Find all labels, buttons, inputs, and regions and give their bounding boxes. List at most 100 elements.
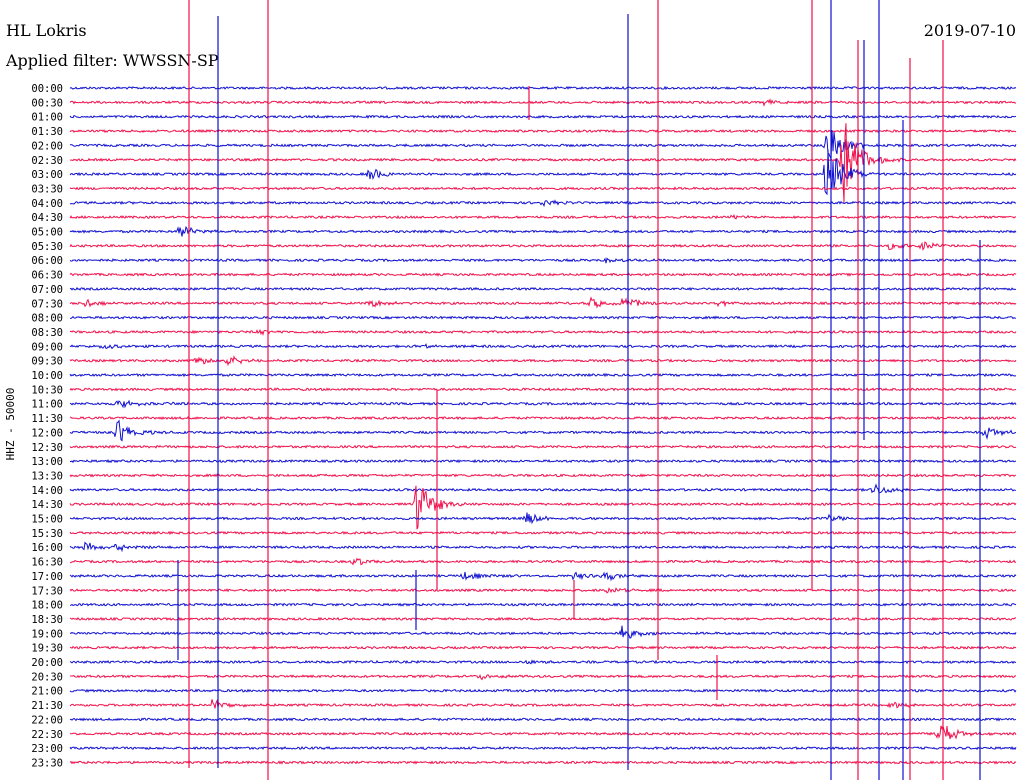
time-tick-label: 16:00 xyxy=(31,542,63,554)
trace-line xyxy=(69,372,1017,378)
time-tick-label: 17:30 xyxy=(31,585,63,597)
trace-line xyxy=(69,415,1017,421)
time-tick-label: 00:30 xyxy=(31,97,63,109)
time-tick-label: 08:00 xyxy=(31,313,63,325)
time-tick-label: 06:30 xyxy=(31,270,63,282)
trace-line xyxy=(69,659,1017,665)
trace-lines xyxy=(69,85,1017,765)
time-tick-label: 02:00 xyxy=(31,140,63,152)
time-tick-label: 04:30 xyxy=(31,212,63,224)
trace-line xyxy=(69,473,1017,478)
trace-line xyxy=(69,483,1017,494)
time-tick-label: 07:30 xyxy=(31,298,63,310)
trace-line xyxy=(69,571,1017,582)
trace-line xyxy=(69,257,1017,264)
y-axis-label: HHZ - 50000 xyxy=(4,388,17,461)
trace-line xyxy=(69,459,1017,464)
time-tick-label: 03:30 xyxy=(31,183,63,195)
time-tick-label: 16:30 xyxy=(31,557,63,569)
chart-date: 2019-07-10 xyxy=(924,21,1016,40)
trace-line xyxy=(69,419,1017,442)
trace-line xyxy=(69,602,1017,607)
trace-line xyxy=(69,387,1016,392)
time-tick-label: 06:00 xyxy=(31,255,63,267)
time-tick-label: 19:30 xyxy=(31,643,63,655)
time-tick-label: 14:30 xyxy=(31,499,63,511)
time-tick-label: 00:00 xyxy=(31,83,63,95)
trace-line xyxy=(69,625,1017,639)
trace-line xyxy=(69,724,1017,740)
trace-line xyxy=(69,343,1017,350)
trace-line xyxy=(69,328,1017,336)
time-tick-label: 20:00 xyxy=(31,657,63,669)
time-tick-label: 11:30 xyxy=(31,413,63,425)
time-tick-label: 01:30 xyxy=(31,126,63,138)
time-tick-label: 15:00 xyxy=(31,514,63,526)
trace-line xyxy=(69,485,1017,530)
time-tick-label: 22:30 xyxy=(31,729,63,741)
time-tick-label: 02:30 xyxy=(31,155,63,167)
trace-line xyxy=(69,114,1017,119)
trace-line xyxy=(69,199,1016,208)
time-tick-label: 09:00 xyxy=(31,341,63,353)
time-tick-label: 22:00 xyxy=(31,714,63,726)
time-tick-labels: 00:00 00:30 01:00 01:30 02:00 02:30 03:00 03:30… xyxy=(31,83,63,769)
time-tick-label: 10:30 xyxy=(31,384,63,396)
time-tick-label: 04:00 xyxy=(31,198,63,210)
time-tick-label: 05:30 xyxy=(31,241,63,253)
trace-line xyxy=(69,616,1017,622)
trace-line xyxy=(69,98,1017,107)
trace-line xyxy=(69,698,1017,709)
trace-line xyxy=(69,444,1017,449)
time-tick-label: 23:00 xyxy=(31,743,63,755)
trace-line xyxy=(69,541,1017,553)
chart-subtitle: Applied filter: WWSSN-SP xyxy=(5,51,219,70)
time-tick-label: 12:30 xyxy=(31,442,63,454)
trace-line xyxy=(69,355,1017,367)
time-tick-label: 18:30 xyxy=(31,614,63,626)
trace-line xyxy=(69,286,1017,292)
trace-line xyxy=(69,272,1017,277)
time-tick-label: 12:00 xyxy=(31,427,63,439)
trace-line xyxy=(69,128,1017,134)
trace-line xyxy=(69,512,1017,525)
trace-line xyxy=(69,315,1017,320)
trace-line xyxy=(69,645,1017,650)
trace-line xyxy=(69,717,1017,722)
time-tick-label: 20:30 xyxy=(31,671,63,683)
trace-line xyxy=(69,530,1017,536)
trace-line xyxy=(69,673,1017,681)
time-tick-label: 18:00 xyxy=(31,600,63,612)
trace-line xyxy=(69,123,1017,203)
time-tick-label: 21:30 xyxy=(31,700,63,712)
trace-line xyxy=(69,213,1017,220)
time-tick-label: 13:30 xyxy=(31,470,63,482)
time-tick-label: 21:00 xyxy=(31,686,63,698)
time-tick-label: 14:00 xyxy=(31,485,63,497)
trace-line xyxy=(69,129,1017,159)
trace-line xyxy=(69,399,1017,409)
time-tick-label: 15:30 xyxy=(31,528,63,540)
trace-line xyxy=(69,760,1017,765)
trace-line xyxy=(69,745,1017,751)
trace-line xyxy=(69,225,1017,237)
trace-line xyxy=(69,186,1017,191)
trace-line xyxy=(69,296,1017,309)
time-tick-label: 13:00 xyxy=(31,456,63,468)
time-tick-label: 23:30 xyxy=(31,757,63,769)
time-tick-label: 08:30 xyxy=(31,327,63,339)
trace-line xyxy=(69,688,1017,693)
time-tick-label: 01:00 xyxy=(31,112,63,124)
trace-line xyxy=(69,241,1017,251)
trace-line xyxy=(70,557,1017,566)
time-tick-label: 19:00 xyxy=(31,628,63,640)
time-tick-label: 05:00 xyxy=(31,227,63,239)
time-tick-label: 03:00 xyxy=(31,169,63,181)
trace-line xyxy=(69,587,1017,594)
time-tick-label: 09:30 xyxy=(31,356,63,368)
time-tick-label: 10:00 xyxy=(31,370,63,382)
trace-line xyxy=(69,85,1017,91)
time-tick-label: 07:00 xyxy=(31,284,63,296)
spike-lines xyxy=(177,0,981,780)
